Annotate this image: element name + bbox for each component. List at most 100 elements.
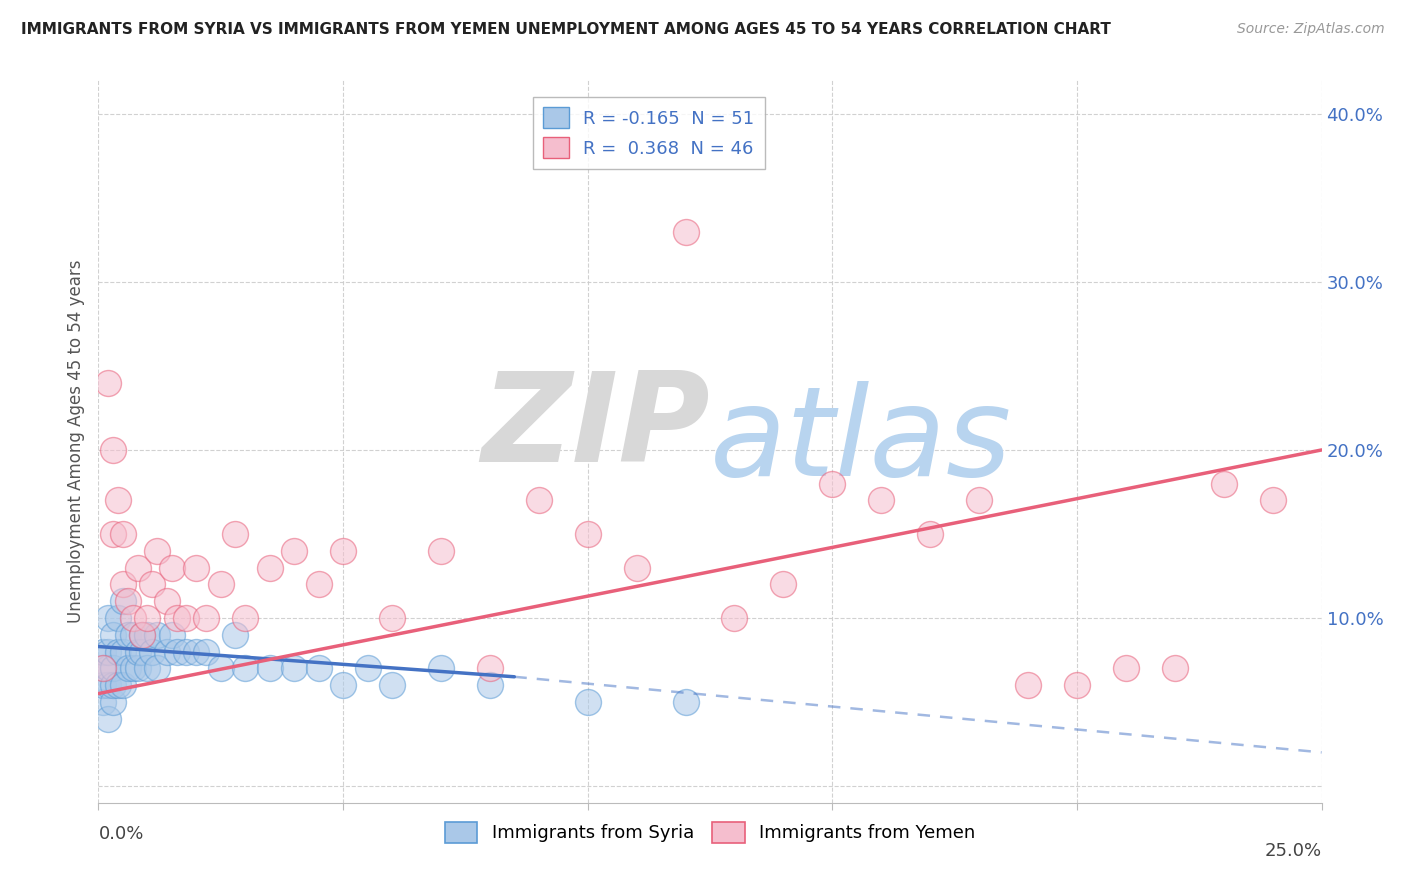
Point xyxy=(107,644,129,658)
Point xyxy=(97,678,120,692)
Point xyxy=(156,644,179,658)
Point xyxy=(127,560,149,574)
Point xyxy=(1261,493,1284,508)
Point xyxy=(576,527,599,541)
Point xyxy=(332,678,354,692)
Point xyxy=(141,644,163,658)
Point xyxy=(97,644,120,658)
Point xyxy=(91,661,114,675)
Point xyxy=(131,628,153,642)
Point xyxy=(356,661,378,675)
Point xyxy=(91,678,114,692)
Point xyxy=(136,611,159,625)
Point xyxy=(209,661,232,675)
Point xyxy=(626,560,648,574)
Point xyxy=(675,695,697,709)
Point xyxy=(430,543,453,558)
Point xyxy=(111,527,134,541)
Point xyxy=(91,644,114,658)
Point xyxy=(111,577,134,591)
Point xyxy=(186,560,208,574)
Point xyxy=(308,661,330,675)
Point xyxy=(166,611,188,625)
Point xyxy=(131,628,153,642)
Point xyxy=(111,644,134,658)
Point xyxy=(111,678,134,692)
Point xyxy=(259,661,281,675)
Point xyxy=(141,577,163,591)
Point xyxy=(233,611,256,625)
Point xyxy=(107,611,129,625)
Legend: Immigrants from Syria, Immigrants from Yemen: Immigrants from Syria, Immigrants from Y… xyxy=(436,813,984,852)
Point xyxy=(1164,661,1187,675)
Point xyxy=(224,628,246,642)
Point xyxy=(117,661,139,675)
Point xyxy=(160,628,183,642)
Point xyxy=(121,611,143,625)
Point xyxy=(195,611,218,625)
Point xyxy=(131,644,153,658)
Point xyxy=(308,577,330,591)
Point xyxy=(821,476,844,491)
Point xyxy=(381,678,404,692)
Point xyxy=(101,527,124,541)
Point xyxy=(478,661,501,675)
Point xyxy=(920,527,942,541)
Point xyxy=(97,661,120,675)
Point xyxy=(101,661,124,675)
Point xyxy=(91,661,114,675)
Point xyxy=(176,644,198,658)
Point xyxy=(127,644,149,658)
Point xyxy=(97,611,120,625)
Point xyxy=(675,225,697,239)
Point xyxy=(107,493,129,508)
Point xyxy=(967,493,990,508)
Point xyxy=(117,594,139,608)
Point xyxy=(723,611,745,625)
Point xyxy=(1115,661,1137,675)
Point xyxy=(97,712,120,726)
Point xyxy=(772,577,794,591)
Point xyxy=(332,543,354,558)
Text: ZIP: ZIP xyxy=(481,367,710,488)
Point xyxy=(1066,678,1088,692)
Point xyxy=(527,493,550,508)
Point xyxy=(101,628,124,642)
Point xyxy=(97,376,120,390)
Point xyxy=(136,661,159,675)
Point xyxy=(186,644,208,658)
Point xyxy=(91,695,114,709)
Point xyxy=(127,661,149,675)
Text: IMMIGRANTS FROM SYRIA VS IMMIGRANTS FROM YEMEN UNEMPLOYMENT AMONG AGES 45 TO 54 : IMMIGRANTS FROM SYRIA VS IMMIGRANTS FROM… xyxy=(21,22,1111,37)
Point xyxy=(381,611,404,625)
Point xyxy=(101,442,124,457)
Point xyxy=(283,543,305,558)
Text: 25.0%: 25.0% xyxy=(1264,842,1322,860)
Point xyxy=(478,678,501,692)
Point xyxy=(195,644,218,658)
Point xyxy=(146,628,169,642)
Point xyxy=(1017,678,1039,692)
Point xyxy=(156,594,179,608)
Point xyxy=(146,543,169,558)
Point xyxy=(111,594,134,608)
Point xyxy=(107,678,129,692)
Point xyxy=(117,628,139,642)
Point xyxy=(101,695,124,709)
Point xyxy=(136,628,159,642)
Point xyxy=(430,661,453,675)
Point xyxy=(233,661,256,675)
Point xyxy=(146,661,169,675)
Text: atlas: atlas xyxy=(710,381,1012,502)
Point xyxy=(283,661,305,675)
Point xyxy=(1212,476,1234,491)
Text: Source: ZipAtlas.com: Source: ZipAtlas.com xyxy=(1237,22,1385,37)
Point xyxy=(209,577,232,591)
Point xyxy=(259,560,281,574)
Y-axis label: Unemployment Among Ages 45 to 54 years: Unemployment Among Ages 45 to 54 years xyxy=(66,260,84,624)
Point xyxy=(101,678,124,692)
Text: 0.0%: 0.0% xyxy=(98,825,143,843)
Point xyxy=(160,560,183,574)
Point xyxy=(870,493,893,508)
Point xyxy=(224,527,246,541)
